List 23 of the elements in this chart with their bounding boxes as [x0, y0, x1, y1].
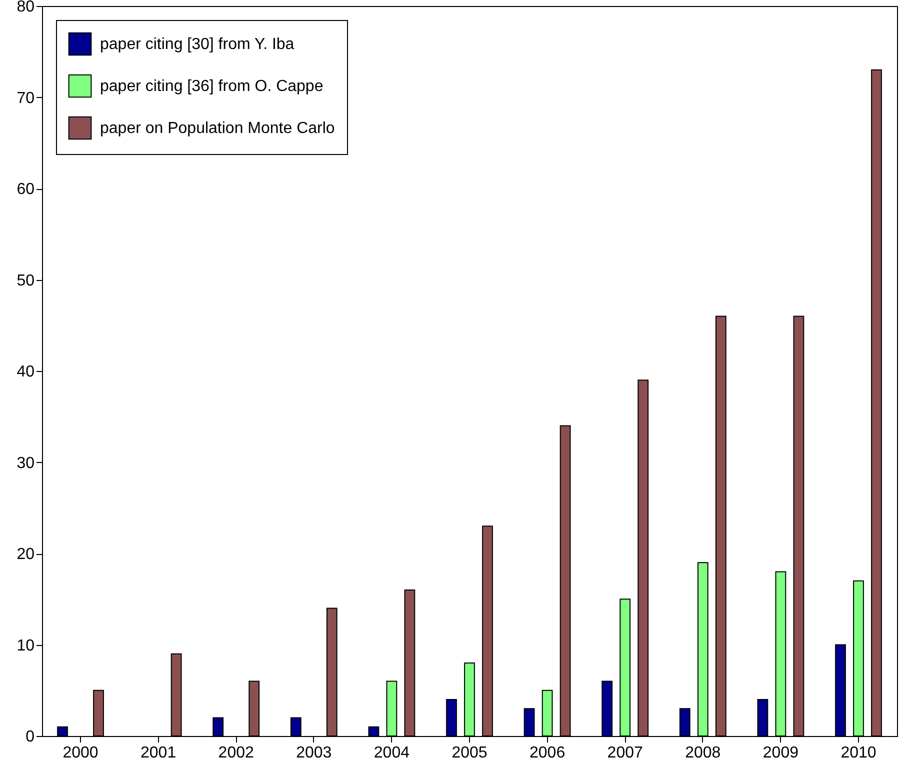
- y-tick-label: 50: [16, 272, 35, 290]
- y-tick-label: 70: [16, 90, 35, 107]
- y-tick-label: 10: [16, 637, 35, 654]
- legend-label: paper citing [30] from Y. Iba: [100, 36, 294, 53]
- x-tick-label: 2002: [218, 744, 254, 762]
- x-tick-label: 2010: [840, 744, 876, 762]
- x-tick-label: 2004: [374, 744, 410, 762]
- x-tick-label: 2003: [296, 744, 332, 762]
- x-tick-label: 2006: [530, 744, 566, 762]
- y-tick-label: 20: [16, 546, 35, 563]
- x-tick-label: 2000: [62, 744, 98, 762]
- y-tick-label: 0: [26, 728, 35, 746]
- y-tick-label: 40: [16, 364, 35, 380]
- x-tick-label: 2001: [140, 744, 176, 762]
- y-tick-label: 80: [16, 0, 35, 16]
- y-tick-label: 30: [16, 454, 35, 472]
- x-tick-label: 2009: [762, 744, 799, 762]
- x-tick-label: 2005: [452, 744, 488, 762]
- x-tick-label: 2008: [685, 744, 721, 762]
- legend-label: paper on Population Monte Carlo: [100, 120, 335, 137]
- y-tick-label: 60: [16, 181, 35, 198]
- legend-label: paper citing [36] from O. Cappe: [100, 78, 324, 95]
- x-tick-label: 2007: [607, 744, 643, 762]
